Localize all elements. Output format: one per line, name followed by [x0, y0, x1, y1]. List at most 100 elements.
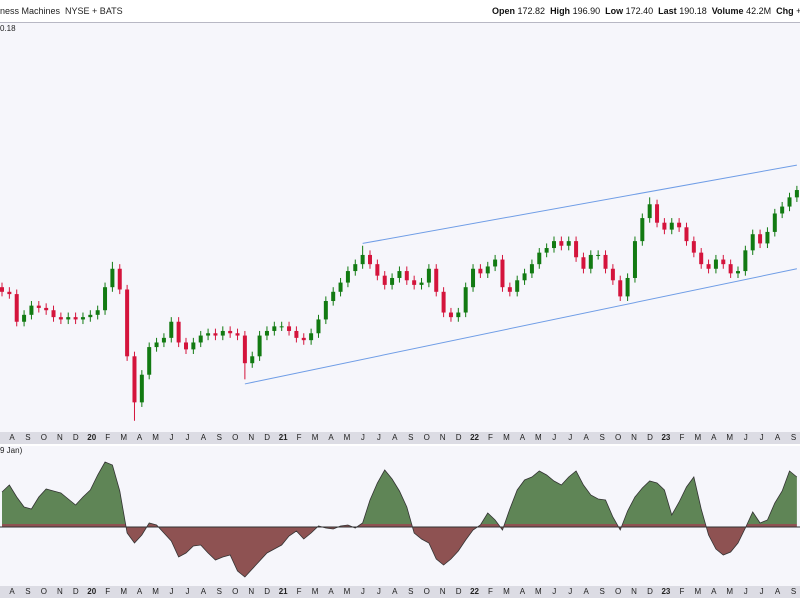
candle-body	[478, 268, 483, 274]
x-tick-label: F	[105, 433, 110, 442]
candle-body	[345, 271, 350, 283]
x-tick-label: 22	[470, 587, 479, 596]
x-tick-label: J	[568, 587, 572, 596]
candle-body	[44, 307, 49, 311]
candle-body	[581, 257, 586, 269]
x-tick-label: J	[185, 433, 189, 442]
x-tick-label: O	[232, 433, 238, 442]
quote-value: 42.2M	[746, 6, 772, 16]
candle-body	[103, 287, 108, 311]
x-tick-label: J	[361, 433, 365, 442]
quote-label: Open	[492, 6, 516, 16]
x-tick-label: J	[170, 587, 174, 596]
x-tick-label: A	[9, 587, 15, 596]
candle-body	[110, 268, 115, 288]
candle-body	[375, 264, 380, 276]
company-name: ness Machines	[0, 6, 61, 16]
x-tick-label: O	[424, 587, 430, 596]
candle-body	[139, 374, 144, 403]
candle-body	[213, 333, 218, 336]
candle-body	[191, 342, 196, 350]
x-tick-label: M	[152, 587, 159, 596]
x-tick-label: S	[217, 433, 222, 442]
candle-body	[500, 259, 505, 288]
candle-body	[618, 280, 623, 297]
chart: 0.18A S O N D 20 F M A M J J A S O N D 21 F M A M J J A S O N D 22 F M A…	[0, 23, 800, 598]
quote: Open 172.82 High 196.90 Low 172.40 Last 190…	[492, 6, 800, 16]
candle-body	[765, 231, 770, 244]
x-tick-label: 22	[470, 433, 479, 442]
candle-body	[625, 277, 630, 297]
candle-body	[552, 241, 556, 249]
x-tick-label: N	[57, 587, 63, 596]
x-tick-label: J	[760, 433, 764, 442]
x-tick-label: J	[377, 433, 381, 442]
candle-body	[610, 268, 615, 281]
x-tick-label: S	[791, 433, 796, 442]
quote-value: +	[796, 6, 800, 16]
x-tick-label: N	[57, 433, 63, 442]
x-tick-label: A	[328, 587, 334, 596]
separator	[0, 444, 800, 446]
x-tick-label: M	[535, 433, 542, 442]
candle-body	[14, 294, 19, 322]
candle-body	[412, 280, 417, 285]
candle-body	[36, 305, 41, 308]
x-tick-label: D	[73, 587, 79, 596]
candle-body	[294, 330, 299, 338]
x-tick-label: M	[344, 433, 351, 442]
candle-body	[677, 222, 682, 228]
x-tick-label: A	[392, 433, 398, 442]
candle-body	[360, 254, 365, 265]
x-tick-label: M	[695, 433, 702, 442]
candle-body	[787, 197, 792, 207]
x-tick-label: F	[679, 587, 684, 596]
candle-body	[441, 291, 446, 313]
x-tick-label: S	[599, 433, 604, 442]
x-tick-label: O	[424, 433, 430, 442]
candle-body	[264, 330, 269, 336]
x-tick-label: A	[328, 433, 334, 442]
x-tick-label: S	[599, 587, 604, 596]
candle-body	[51, 310, 56, 318]
x-tick-label: F	[105, 587, 110, 596]
x-tick-label: M	[312, 433, 319, 442]
x-tick-label: S	[25, 433, 30, 442]
x-tick-label: J	[744, 587, 748, 596]
candle-body	[147, 347, 152, 375]
symbol-info: ness Machines NYSE + BATS	[0, 6, 123, 16]
x-tick-label: A	[137, 587, 143, 596]
x-tick-label: D	[264, 587, 270, 596]
candle-body	[471, 268, 476, 288]
x-tick-label: 23	[661, 587, 670, 596]
x-tick-label: J	[361, 587, 365, 596]
x-tick-label: M	[726, 433, 733, 442]
candle-body	[522, 273, 527, 281]
x-tick-label: 20	[87, 587, 96, 596]
x-axis-strip	[0, 432, 800, 444]
x-tick-label: J	[568, 433, 572, 442]
candle-body	[691, 241, 696, 253]
candle-body	[331, 291, 336, 302]
x-tick-label: S	[217, 587, 222, 596]
candle-body	[80, 317, 85, 320]
candle-body	[544, 248, 549, 253]
x-tick-label: J	[552, 587, 556, 596]
candle-body	[154, 342, 159, 348]
candle-body	[419, 282, 424, 285]
quote-label: Low	[605, 6, 624, 16]
candle-body	[434, 268, 439, 292]
candle-body	[353, 264, 358, 272]
quote-value: 172.82	[517, 6, 546, 16]
quote-label: Volume	[711, 6, 744, 16]
x-tick-label: D	[264, 433, 270, 442]
x-tick-label: J	[170, 433, 174, 442]
candle-body	[198, 335, 203, 343]
x-tick-label: A	[775, 587, 781, 596]
x-tick-label: S	[408, 433, 413, 442]
x-tick-label: O	[41, 587, 47, 596]
candle-body	[206, 333, 211, 336]
x-tick-label: M	[312, 587, 319, 596]
x-tick-label: S	[791, 587, 796, 596]
